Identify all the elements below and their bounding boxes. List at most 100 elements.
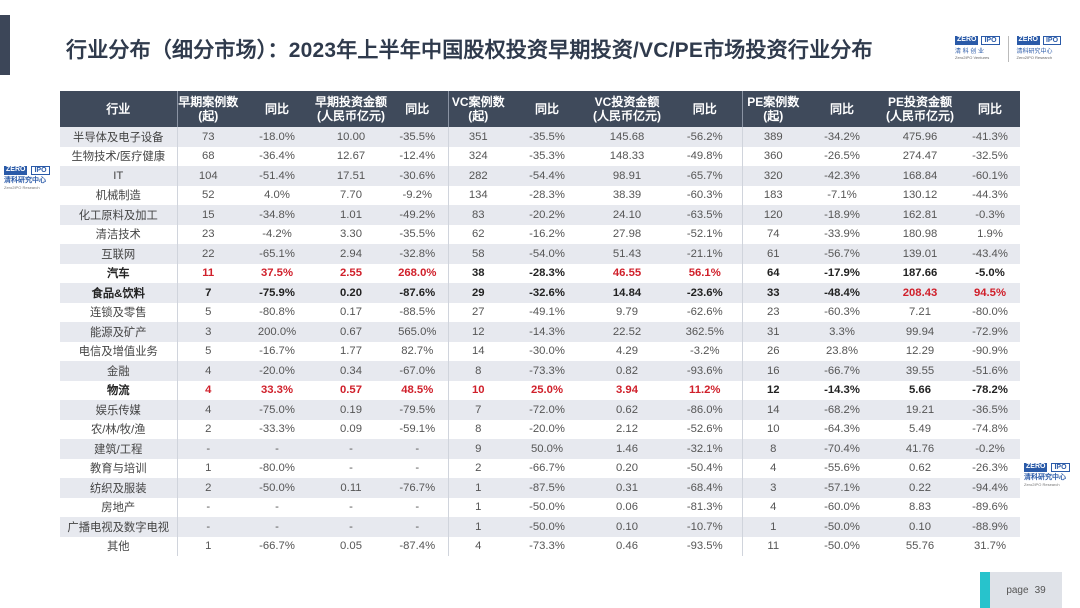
table-row: IT 104 -51.4% 17.51 -30.6% 282 -54.4% 98.91 -65.… <box>60 166 1020 186</box>
industry-name-cell: 物流 <box>106 385 130 398</box>
value-cell: 3 <box>176 322 239 342</box>
value-cell: -36.4% <box>259 150 295 163</box>
watermark-badge-right: IPO <box>1051 463 1070 472</box>
value-cell: 0.10 <box>880 517 960 537</box>
value-cell: 0.82 <box>586 361 668 381</box>
value-cell: -18.9% <box>804 205 880 225</box>
value-cell: -49.1% <box>529 306 565 319</box>
value-cell: -90.9% <box>972 345 1008 358</box>
value-cell: -64.3% <box>824 423 860 436</box>
industry-name-cell: 化工原料及加工 <box>60 205 177 225</box>
value-cell: -32.5% <box>972 150 1008 163</box>
value-cell: -66.7% <box>804 361 880 381</box>
value-cell: 8 <box>447 419 508 439</box>
value-cell: 12.67 <box>336 150 366 163</box>
industry-name-cell: 机械制造 <box>95 190 141 203</box>
column-header: VC投资金额 (人民币亿元) <box>586 91 668 127</box>
value-cell: 139.01 <box>880 244 960 264</box>
value-cell: 27.98 <box>612 228 642 241</box>
value-cell: 7.70 <box>340 189 362 202</box>
value-cell: 3 <box>741 478 804 498</box>
industry-distribution-table: 行业 早期案例数 (起) 同比 早期投资金额 (人民币亿元) 同比 VC案例数 (起) 同比 VC投… <box>60 91 1020 556</box>
value-cell: 11 <box>741 536 804 556</box>
value-cell: - <box>415 462 420 475</box>
value-cell: 3.3% <box>804 322 880 342</box>
zero2ipo-ventures-logo: ZERO IPO 清 科 创 业 Zero2IPO Ventures <box>955 36 1000 60</box>
value-cell: 74 <box>741 224 804 244</box>
column-header: 同比 <box>960 91 1020 127</box>
value-cell: -44.3% <box>972 189 1008 202</box>
value-cell: 38 <box>447 263 508 283</box>
value-cell: -33.3% <box>259 423 295 436</box>
value-cell: - <box>239 439 315 459</box>
value-cell: 33 <box>741 283 804 303</box>
value-cell: -60.0% <box>824 501 860 514</box>
value-cell: -10.7% <box>668 517 742 537</box>
table-row: 汽车 11 37.5% 2.55 268.0% 38 -28.3% 46.55 56.1% 64 -… <box>60 263 1020 283</box>
column-header: 同比 <box>668 91 742 127</box>
industry-name-cell: 清洁技术 <box>95 229 141 242</box>
column-header: 同比 <box>239 91 315 127</box>
value-cell: -12.4% <box>399 150 436 163</box>
value-cell: 2.12 <box>616 423 638 436</box>
value-cell: -50.0% <box>508 517 586 537</box>
value-cell: -16.2% <box>529 228 565 241</box>
value-cell: 0.19 <box>315 400 387 420</box>
value-cell: -93.5% <box>686 540 723 553</box>
value-cell: - <box>176 497 239 517</box>
table-row: 纺织及服装 2 -50.0% 0.11 -76.7% 1 -87.5% 0.31 -68.4% 3… <box>60 478 1020 498</box>
column-header: 早期投资金额 (人民币亿元) <box>315 91 387 127</box>
value-cell: 27 <box>447 302 508 322</box>
value-cell: 16 <box>741 361 804 381</box>
value-cell: -16.7% <box>259 345 295 358</box>
watermark-logo: ZERO IPO 清科研究中心 Zero2IPO Research <box>1024 463 1070 487</box>
value-cell: -7.1% <box>827 189 857 202</box>
value-cell: 282 <box>447 166 508 186</box>
value-cell: -30.6% <box>387 166 448 186</box>
watermark-badge-right: IPO <box>31 166 50 175</box>
table-row: 教育与培训 1 -80.0% - - 2 -66.7% 0.20 -50.4% 4 -55.6% 0.… <box>60 458 1020 478</box>
value-cell: -23.6% <box>668 283 742 303</box>
value-cell: 2 <box>176 419 239 439</box>
value-cell: 3.94 <box>616 384 638 397</box>
value-cell: -80.0% <box>259 462 295 475</box>
logo-badge-right: IPO <box>1042 36 1062 45</box>
value-cell: -66.7% <box>259 540 295 553</box>
value-cell: 0.17 <box>340 306 362 319</box>
value-cell: 55.76 <box>905 540 935 553</box>
value-cell: 26 <box>741 341 804 361</box>
page-label: page <box>1006 584 1029 596</box>
value-cell: 168.84 <box>880 166 960 186</box>
value-cell: 0.20 <box>616 462 638 475</box>
value-cell: - <box>176 517 239 537</box>
value-cell: -4.2% <box>262 228 292 241</box>
value-cell: 104 <box>176 166 239 186</box>
value-cell: 9.79 <box>616 306 638 319</box>
value-cell: 7.21 <box>909 306 931 319</box>
value-cell: 0.62 <box>909 462 931 475</box>
value-cell: 2.94 <box>315 244 387 264</box>
value-cell: - <box>349 501 353 514</box>
value-cell: 58 <box>447 244 508 264</box>
value-cell: 62 <box>447 224 508 244</box>
value-cell: 22.52 <box>586 322 668 342</box>
watermark-en: Zero2IPO Research <box>4 185 40 190</box>
logo-en: Zero2IPO Ventures <box>955 55 990 60</box>
value-cell: 39.55 <box>880 361 960 381</box>
watermark-badge-left: ZERO <box>1024 463 1048 472</box>
value-cell: 0.34 <box>315 361 387 381</box>
value-cell: -20.0% <box>529 423 565 436</box>
value-cell: 268.0% <box>398 267 437 280</box>
value-cell: 4 <box>176 380 239 400</box>
footer-accent-bar <box>980 572 990 608</box>
value-cell: -62.6% <box>686 306 723 319</box>
industry-name-cell: 建筑/工程 <box>60 439 177 459</box>
value-cell: -20.0% <box>239 361 315 381</box>
value-cell: 1.9% <box>977 228 1003 241</box>
value-cell: -33.9% <box>824 228 860 241</box>
table-row: 建筑/工程 - - - -9 50.0% 1.46 -32.1% 8 -70.4% 41.76 -0.… <box>60 439 1020 459</box>
value-cell: 10 <box>447 380 508 400</box>
value-cell: -35.5% <box>387 127 448 147</box>
industry-name-cell: 电信及增值业务 <box>78 346 158 359</box>
value-cell: -72.0% <box>508 400 586 420</box>
